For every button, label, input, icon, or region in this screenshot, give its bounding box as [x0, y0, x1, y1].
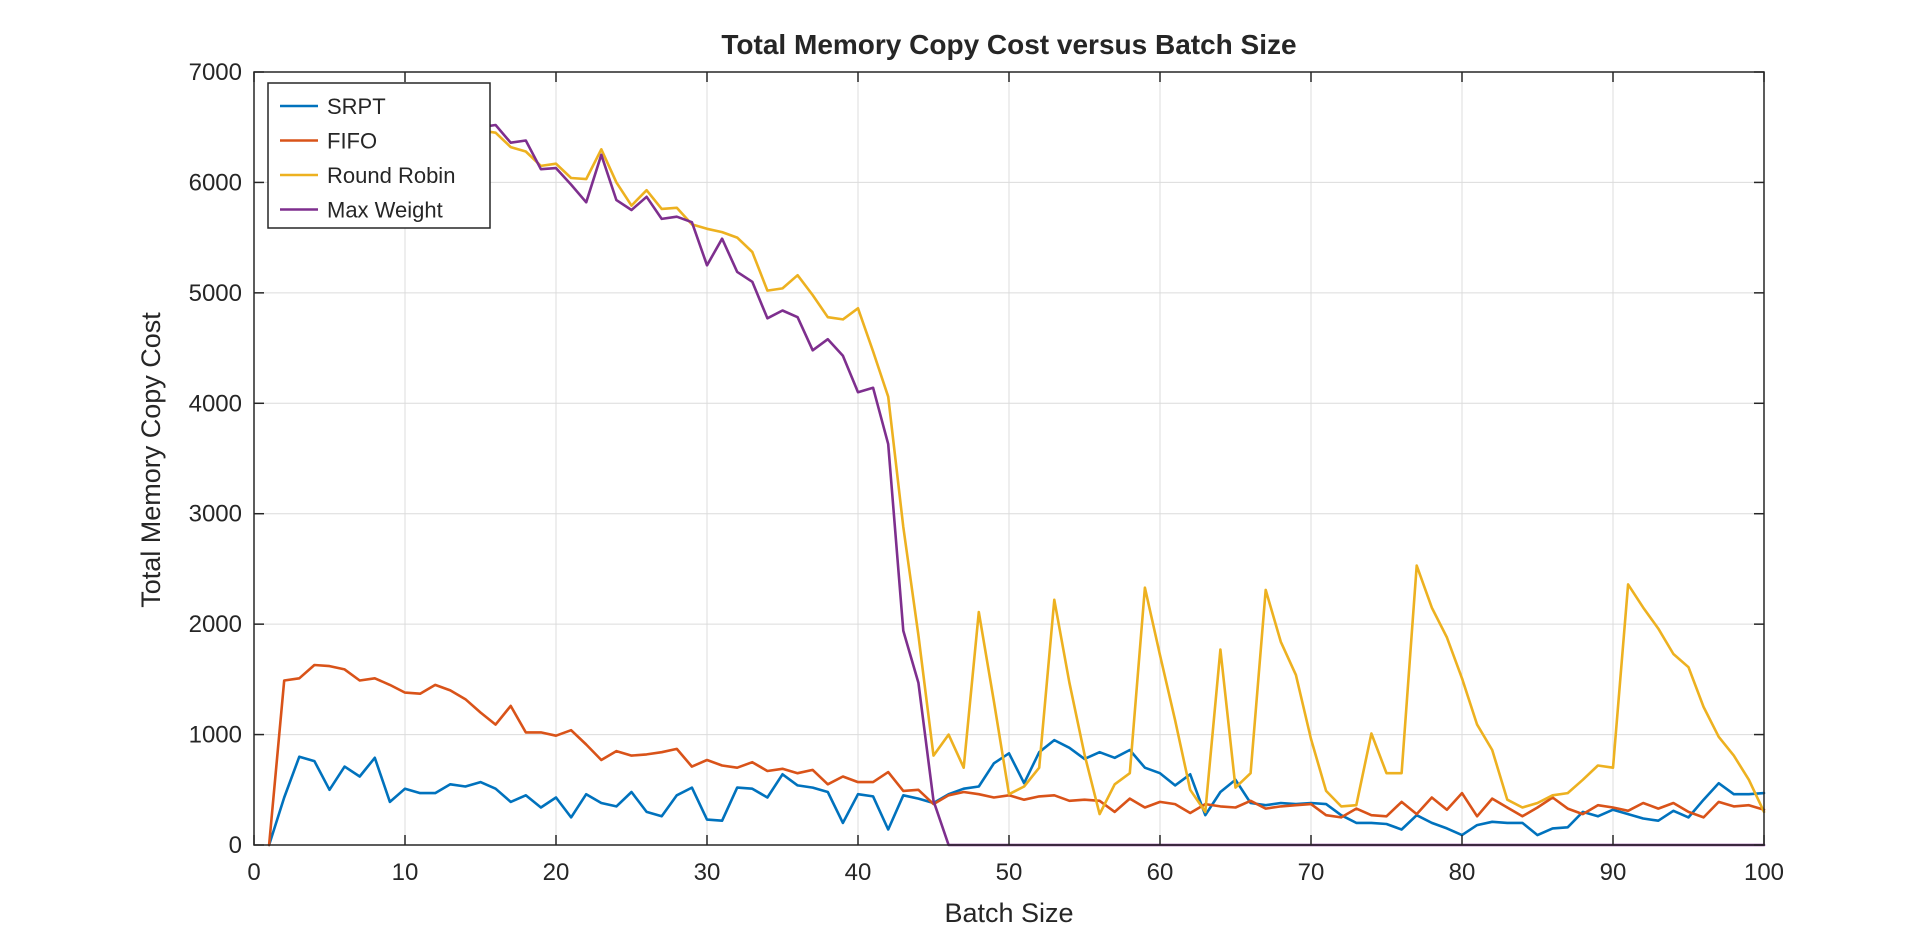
x-tick-label: 90 [1600, 859, 1627, 886]
x-tick-label: 50 [996, 859, 1023, 886]
x-tick-label: 40 [845, 859, 872, 886]
x-tick-label: 70 [1298, 859, 1325, 886]
x-tick-label: 60 [1147, 859, 1174, 886]
legend-label-srpt: SRPT [327, 94, 386, 119]
grid [254, 72, 1764, 845]
legend: SRPT FIFO Round Robin Max Weight [267, 82, 491, 229]
x-tick-label: 10 [392, 859, 419, 886]
series-line-fifo [267, 663, 1766, 847]
y-tick-label: 6000 [189, 169, 242, 196]
x-tick-label: 80 [1449, 859, 1476, 886]
x-tick-label: 0 [247, 859, 260, 886]
x-tick-label: 100 [1744, 859, 1784, 886]
x-tick-label: 20 [543, 859, 570, 886]
y-axis-label: Total Memory Copy Cost [136, 312, 166, 608]
legend-label-fifo: FIFO [327, 129, 377, 154]
legend-label-max-weight: Max Weight [327, 198, 443, 223]
x-axis-label: Batch Size [944, 898, 1073, 928]
y-tick-label: 3000 [189, 501, 242, 528]
x-tick-label: 30 [694, 859, 721, 886]
y-tick-label: 1000 [189, 722, 242, 749]
series-line-srpt [267, 738, 1766, 847]
legend-items: SRPT FIFO Round Robin Max Weight [280, 94, 455, 223]
y-tick-label: 5000 [189, 280, 242, 307]
y-tick-label: 0 [229, 832, 242, 859]
y-tick-label: 2000 [189, 611, 242, 638]
chart-title: Total Memory Copy Cost versus Batch Size [721, 29, 1296, 60]
y-tick-labels: 0 1000 2000 3000 4000 5000 6000 7000 [189, 59, 242, 859]
series-line-round-robin [267, 109, 1766, 816]
y-tick-label: 4000 [189, 390, 242, 417]
legend-label-round-robin: Round Robin [327, 163, 455, 188]
y-tick-label: 7000 [189, 59, 242, 86]
x-tick-labels: 0 10 20 30 40 50 60 70 80 90 100 [247, 859, 1784, 886]
axis-ticks [253, 71, 1765, 846]
